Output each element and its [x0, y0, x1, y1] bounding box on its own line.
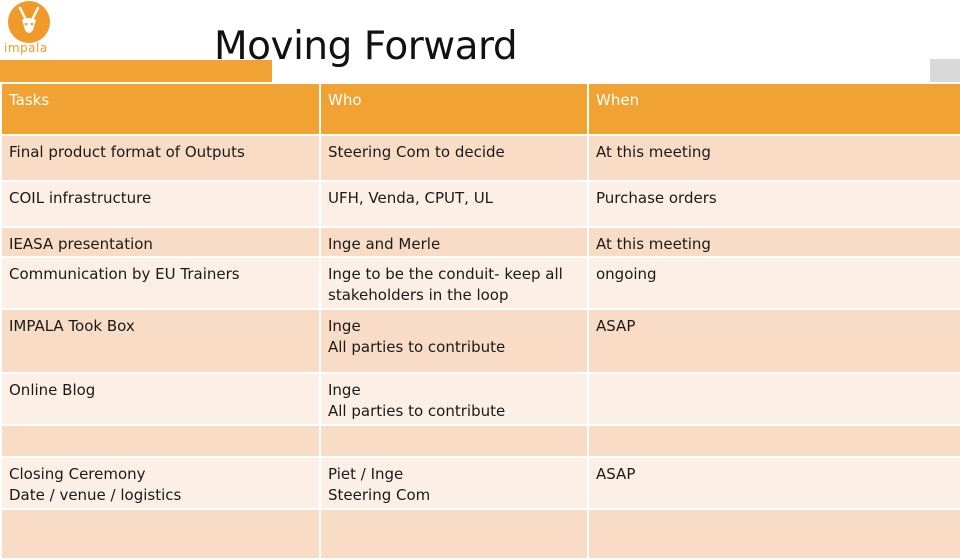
cell-when: ASAP [587, 308, 960, 374]
cell-who: Steering Com to decide [319, 134, 589, 182]
cell-when: Purchase orders [587, 180, 960, 228]
cell-text: UFH, Venda, CPUT, UL [328, 189, 494, 207]
cell-text: At this meeting [596, 143, 711, 161]
cell-text: Steering Com to decide [328, 143, 505, 161]
cell-who: Inge and Merle [319, 226, 589, 258]
cell-task [0, 424, 321, 458]
corner-decoration [930, 59, 960, 82]
cell-text: IMPALA Took Box [9, 317, 135, 335]
cell-who: UFH, Venda, CPUT, UL [319, 180, 589, 228]
table-header-row: Tasks Who When [0, 82, 960, 136]
cell-text: All parties to contribute [328, 338, 506, 356]
cell-text: Inge to be the conduit- keep all [328, 265, 563, 283]
cell-text: COIL infrastructure [9, 189, 152, 207]
cell-text: At this meeting [596, 235, 711, 253]
cell-text: Purchase orders [596, 189, 717, 207]
cell-task: IMPALA Took Box [0, 308, 321, 374]
column-header-when: When [587, 82, 960, 136]
cell-who [319, 424, 589, 458]
cell-task: Online Blog [0, 372, 321, 426]
cell-when: ongoing [587, 256, 960, 310]
table-row: Online Blog Inge All parties to contribute [0, 372, 960, 426]
cell-who: Inge to be the conduit- keep all stakehol… [319, 256, 589, 310]
cell-who: Inge All parties to contribute [319, 308, 589, 374]
cell-text: Date / venue / logistics [9, 486, 182, 504]
cell-task: IEASA presentation [0, 226, 321, 258]
cell-when: At this meeting [587, 226, 960, 258]
cell-when [587, 372, 960, 426]
cell-text: Inge [328, 381, 361, 399]
table-row: Final product format of Outputs Steering … [0, 134, 960, 182]
cell-who [319, 508, 589, 560]
table-row: Closing Ceremony Date / venue / logistics… [0, 456, 960, 510]
table-row: COIL infrastructure UFH, Venda, CPUT, UL P… [0, 180, 960, 228]
cell-text: ASAP [596, 317, 636, 335]
table-row [0, 424, 960, 458]
cell-who: Inge All parties to contribute [319, 372, 589, 426]
table-row: Communication by EU Trainers Inge to be t… [0, 256, 960, 310]
cell-task: Final product format of Outputs [0, 134, 321, 182]
cell-when: At this meeting [587, 134, 960, 182]
column-header-who: Who [319, 82, 589, 136]
logo-wordmark: impala [4, 41, 48, 55]
cell-text: Closing Ceremony [9, 465, 146, 483]
cell-text: Steering Com [328, 486, 431, 504]
table-row: IMPALA Took Box Inge All parties to contri… [0, 308, 960, 374]
table-row [0, 508, 960, 560]
cell-text: ASAP [596, 465, 636, 483]
cell-text: Final product format of Outputs [9, 143, 245, 161]
cell-text: Inge [328, 317, 361, 335]
antelope-icon [8, 1, 50, 43]
cell-text: IEASA presentation [9, 235, 153, 253]
cell-task: COIL infrastructure [0, 180, 321, 228]
cell-text: Inge and Merle [328, 235, 441, 253]
title-accent-bar [0, 60, 272, 82]
cell-text: All parties to contribute [328, 402, 506, 420]
cell-when [587, 508, 960, 560]
cell-task: Closing Ceremony Date / venue / logistics [0, 456, 321, 510]
column-header-tasks: Tasks [0, 82, 321, 136]
cell-text: Communication by EU Trainers [9, 265, 240, 283]
cell-text: Piet / Inge [328, 465, 404, 483]
cell-task: Communication by EU Trainers [0, 256, 321, 310]
impala-logo: impala [0, 0, 60, 62]
page-title: Moving Forward [214, 24, 518, 69]
table-row: IEASA presentation Inge and Merle At this … [0, 226, 960, 258]
cell-when: ASAP [587, 456, 960, 510]
cell-text: stakeholders in the loop [328, 286, 509, 304]
cell-when [587, 424, 960, 458]
cell-text: ongoing [596, 265, 657, 283]
cell-task [0, 508, 321, 560]
tasks-table: Tasks Who When Final product format of O… [0, 82, 960, 560]
cell-text: Online Blog [9, 381, 96, 399]
cell-who: Piet / Inge Steering Com [319, 456, 589, 510]
